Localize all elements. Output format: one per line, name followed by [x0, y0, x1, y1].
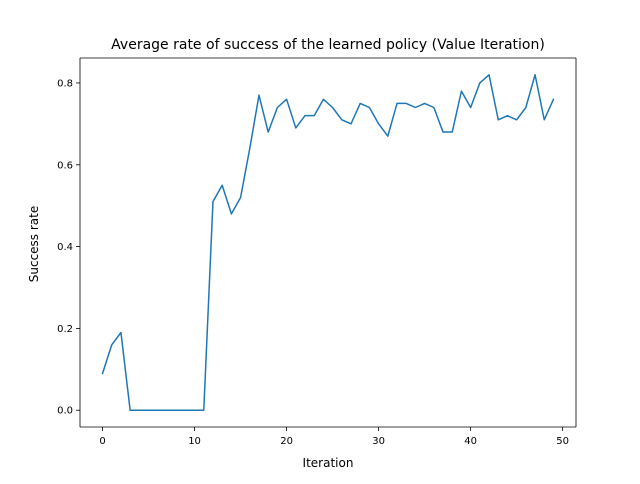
y-tick-label: 0.2: [57, 324, 73, 335]
chart-title: Average rate of success of the learned p…: [111, 37, 545, 53]
x-tick-label: 0: [99, 436, 105, 447]
x-tick-label: 20: [280, 436, 293, 447]
x-axis-label: Iteration: [303, 456, 354, 470]
y-tick-label: 0.4: [57, 242, 73, 253]
x-tick-label: 40: [464, 436, 477, 447]
y-tick-label: 0.6: [57, 160, 73, 171]
y-axis-label: Success rate: [27, 206, 41, 283]
y-tick-label: 0.0: [57, 406, 73, 417]
x-tick-label: 50: [556, 436, 569, 447]
series-line-0: [101, 74, 555, 411]
x-tick-label: 30: [372, 436, 385, 447]
plot-area: 0 10 20 30 40 50 0.0 0.2 0.4 0.6 0.8: [57, 57, 577, 447]
y-tick-label: 0.8: [57, 78, 73, 89]
x-tick-label: 10: [188, 436, 201, 447]
